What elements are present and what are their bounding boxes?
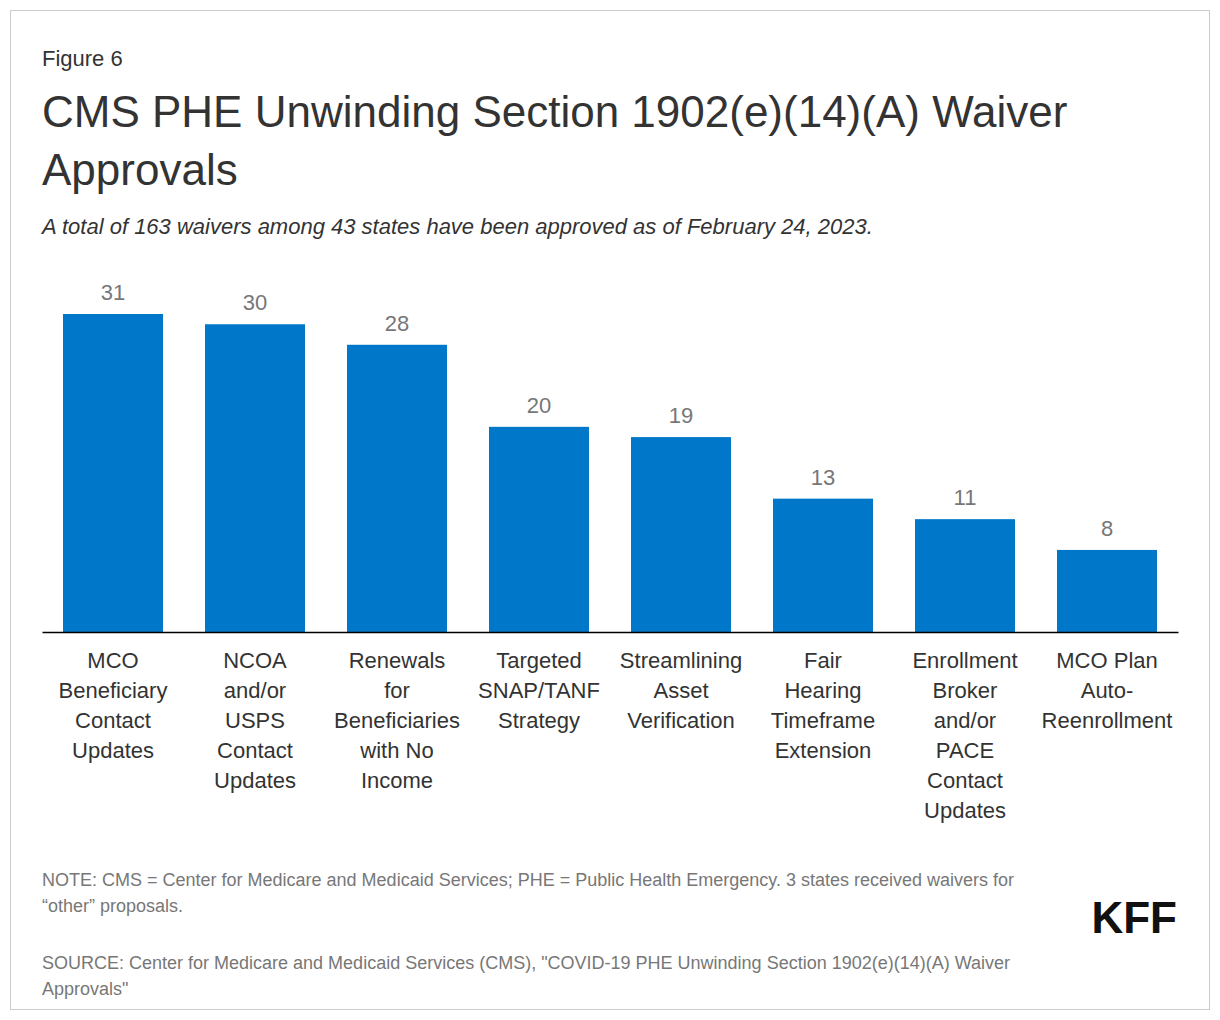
data-label: 8 (1101, 516, 1113, 541)
data-label: 20 (527, 393, 551, 418)
bar (489, 427, 589, 632)
source: SOURCE: Center for Medicare and Medicaid… (42, 953, 1010, 999)
text-line: Income (361, 768, 433, 793)
chart-subtitle: A total of 163 waivers among 43 states h… (40, 214, 873, 239)
x-tick: NCOA and/or USPS Contact Updates (214, 648, 296, 793)
x-tick-label: Streamlining Asset Verification (620, 648, 742, 733)
data-label: 30 (243, 290, 267, 315)
data-label: 31 (101, 280, 125, 305)
text-line: NCOA (223, 648, 287, 673)
data-label: 11 (954, 485, 977, 510)
text-line: Contact (217, 738, 293, 763)
text-line: Beneficiaries (334, 708, 460, 733)
data-label: 13 (811, 465, 835, 490)
text-line: Approvals" (42, 979, 128, 999)
text-line: Contact (75, 708, 151, 733)
text-line: SOURCE: Center for Medicare and Medicaid… (42, 953, 1010, 973)
chart-title: CMS PHE Unwinding Section 1902(e)(14)(A)… (42, 87, 1067, 194)
note: NOTE: CMS = Center for Medicare and Medi… (42, 870, 1014, 916)
x-tick-label: MCO Plan Auto- Reenrollment (1042, 648, 1173, 733)
data-label: 28 (385, 311, 409, 336)
x-tick: Enrollment Broker and/or PACE Contact Updates (912, 648, 1017, 823)
text-line: “other” proposals. (42, 896, 183, 916)
frame-border (11, 11, 1210, 1010)
text-line: MCO Plan (1056, 648, 1157, 673)
text-line: Asset (653, 678, 708, 703)
text-line: Targeted (496, 648, 582, 673)
figure-label: Figure 6 (42, 46, 123, 71)
text-line: and/or (934, 708, 996, 733)
x-tick: MCO Plan Auto- Reenrollment (1042, 648, 1173, 733)
x-tick: Fair Hearing Timeframe Extension (771, 648, 875, 763)
text-line: Verification (627, 708, 735, 733)
text-line: Renewals (349, 648, 446, 673)
x-tick-label: Fair Hearing Timeframe Extension (771, 648, 875, 763)
data-label: 19 (669, 403, 693, 428)
bar (1057, 550, 1157, 632)
text-line: CMS PHE Unwinding Section 1902(e)(14)(A)… (42, 87, 1067, 136)
text-line: Timeframe (771, 708, 875, 733)
text-line: Beneficiary (59, 678, 168, 703)
text-line: Updates (72, 738, 154, 763)
x-tick-label: Renewals for Beneficiaries with No Income (334, 648, 460, 793)
bar (915, 519, 1015, 632)
chart-container: Figure 6 CMS PHE Unwinding Section 1902(e… (0, 0, 1220, 1020)
x-tick: Streamlining Asset Verification (620, 648, 742, 733)
bar (63, 314, 163, 632)
chart-svg: Figure 6 CMS PHE Unwinding Section 1902(e… (0, 0, 1220, 1020)
text-line: Updates (924, 798, 1006, 823)
bar (773, 499, 873, 632)
text-line: and/or (224, 678, 286, 703)
text-line: USPS (225, 708, 285, 733)
text-line: Strategy (498, 708, 580, 733)
text-line: Approvals (42, 145, 238, 194)
x-tick-label: Targeted SNAP/TANF Strategy (478, 648, 600, 733)
text-line: Updates (214, 768, 296, 793)
x-tick-label: Enrollment Broker and/or PACE Contact Updates (912, 648, 1017, 823)
bar (205, 324, 305, 632)
x-axis: MCO Beneficiary Contact Updates NCOA and/or US… (43, 633, 1179, 824)
x-tick: Targeted SNAP/TANF Strategy (478, 648, 600, 733)
text-line: with No (359, 738, 433, 763)
x-tick: Renewals for Beneficiaries with No Income (334, 648, 460, 793)
text-line: Streamlining (620, 648, 742, 673)
text-line: Hearing (784, 678, 861, 703)
text-line: SNAP/TANF (478, 678, 600, 703)
text-line: MCO (87, 648, 138, 673)
bar (347, 345, 447, 632)
text-line: Reenrollment (1042, 708, 1173, 733)
bars (63, 314, 1157, 632)
text-line: Extension (775, 738, 872, 763)
text-line: Auto- (1081, 678, 1134, 703)
data-labels: 31 30 28 20 19 13 11 8 (101, 280, 1113, 541)
x-tick: MCO Beneficiary Contact Updates (59, 648, 168, 763)
text-line: NOTE: CMS = Center for Medicare and Medi… (42, 870, 1014, 890)
x-tick-label: MCO Beneficiary Contact Updates (59, 648, 168, 763)
text-line: Broker (933, 678, 998, 703)
text-line: Fair (804, 648, 842, 673)
text-line: Enrollment (912, 648, 1017, 673)
logo: KFF (1091, 893, 1177, 942)
x-tick-label: NCOA and/or USPS Contact Updates (214, 648, 296, 793)
text-line: for (384, 678, 410, 703)
x-axis-line (43, 632, 1179, 634)
text-line: Contact (927, 768, 1003, 793)
bar (631, 437, 731, 632)
text-line: PACE (936, 738, 994, 763)
